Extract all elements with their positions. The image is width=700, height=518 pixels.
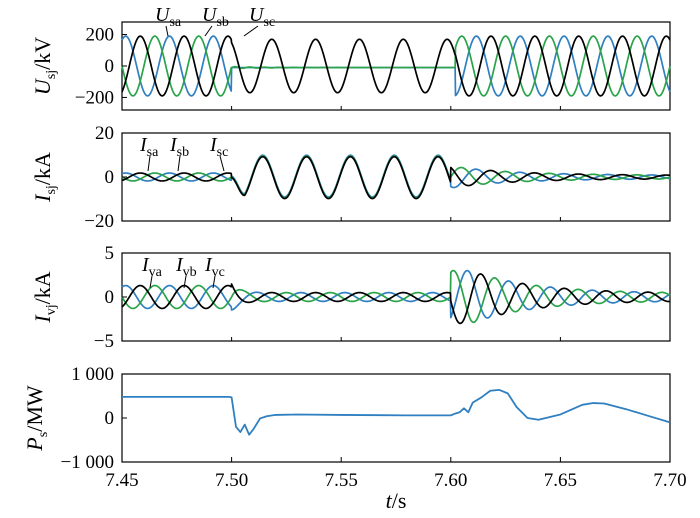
annotation-leader-line (219, 155, 225, 172)
panel-ps-yticks: 1 000 0 −1 000 (61, 364, 127, 473)
series-annotation-a: Isa (139, 134, 159, 160)
panel-ivj-series (121, 269, 671, 325)
panel-isj-yticks: 20 0 −20 (84, 123, 671, 232)
panel-isj-series (121, 154, 671, 200)
y-tick-label: 0 (105, 408, 115, 429)
y-tick-label: 0 (105, 56, 115, 77)
ps-series (122, 388, 671, 436)
series-annotation-c: Ivc (204, 254, 225, 280)
y-tick-label: −20 (84, 211, 114, 232)
y-tick-label: 0 (105, 167, 115, 188)
panel-ivj-annotations: Iva Ivb Ivc (141, 254, 225, 289)
annotation-leader-line (177, 155, 181, 172)
annotation-leader-line (165, 25, 169, 37)
panel-ps: 1 000 0 −1 000 7.45 7.50 7.55 7.60 7.65 7.70 Ps… (22, 364, 687, 513)
annotation-leader-line (183, 275, 187, 289)
x-tick-label: 7.55 (325, 470, 358, 491)
isj-series-c (121, 155, 671, 200)
usj-series-a (121, 35, 671, 97)
y-tick-label: 5 (105, 243, 115, 264)
annotation-leader-line (147, 155, 151, 172)
panel-ivj-ylabel: Ivj/kA (30, 271, 59, 323)
panel-ps-frame (121, 373, 671, 463)
series-annotation-c: Isc (209, 134, 228, 160)
x-tick-label: 7.70 (653, 470, 686, 491)
panel-isj-ylabel: Isj/kA (30, 152, 59, 203)
panel-usj-frame (121, 21, 671, 111)
panel-ivj-yticks: 5 0 −5 (94, 243, 671, 352)
x-tick-label: 7.65 (544, 470, 577, 491)
panel-usj-ylabel: Usj/kV (30, 37, 59, 95)
series-annotation-a: Usa (155, 4, 182, 30)
panel-usj-series (121, 35, 671, 97)
annotation-leader-line (243, 25, 259, 37)
series-annotation-c: Usc (249, 4, 275, 30)
annotation-leader-line (149, 275, 153, 289)
panel-ps-xticks: 7.45 7.50 7.55 7.60 7.65 7.70 (105, 457, 687, 491)
y-tick-label: −200 (75, 87, 114, 108)
usj-series-c (121, 35, 671, 97)
panel-ps-series (122, 388, 671, 436)
panel-ivj: 5 0 −5 Iva Ivb Ivc Ivj/kA (30, 243, 671, 352)
panel-usj-annotations: Usa Usb Usc (155, 4, 275, 37)
y-tick-label: −1 000 (61, 452, 114, 473)
y-tick-label: 20 (95, 123, 114, 144)
ivj-series-a (121, 269, 671, 324)
x-tick-label: 7.60 (434, 470, 467, 491)
y-tick-label: 200 (86, 25, 115, 46)
y-tick-label: 0 (105, 287, 115, 308)
x-tick-label: 7.50 (215, 470, 248, 491)
panel-usj-yticks: 200 0 −200 (75, 25, 671, 110)
panel-usj: 200 0 −200 Usa Usb Usc Usj/kV (30, 4, 671, 111)
annotation-leader-line (212, 275, 216, 289)
x-tick-label: 7.45 (105, 470, 138, 491)
y-tick-label: 1 000 (71, 364, 114, 385)
series-annotation-b: Usb (202, 4, 229, 30)
annotation-leader-line (204, 25, 213, 37)
series-annotation-b: Isb (169, 134, 189, 160)
ivj-series-c (121, 273, 671, 325)
x-axis-label: t/s (386, 488, 407, 513)
y-tick-label: −5 (94, 331, 114, 352)
panel-isj-annotations: Isa Isb Isc (139, 134, 228, 172)
panel-isj: 20 0 −20 Isa Isb Isc Isj/kA (30, 123, 671, 232)
panel-ps-ylabel: Ps/MW (22, 385, 51, 452)
